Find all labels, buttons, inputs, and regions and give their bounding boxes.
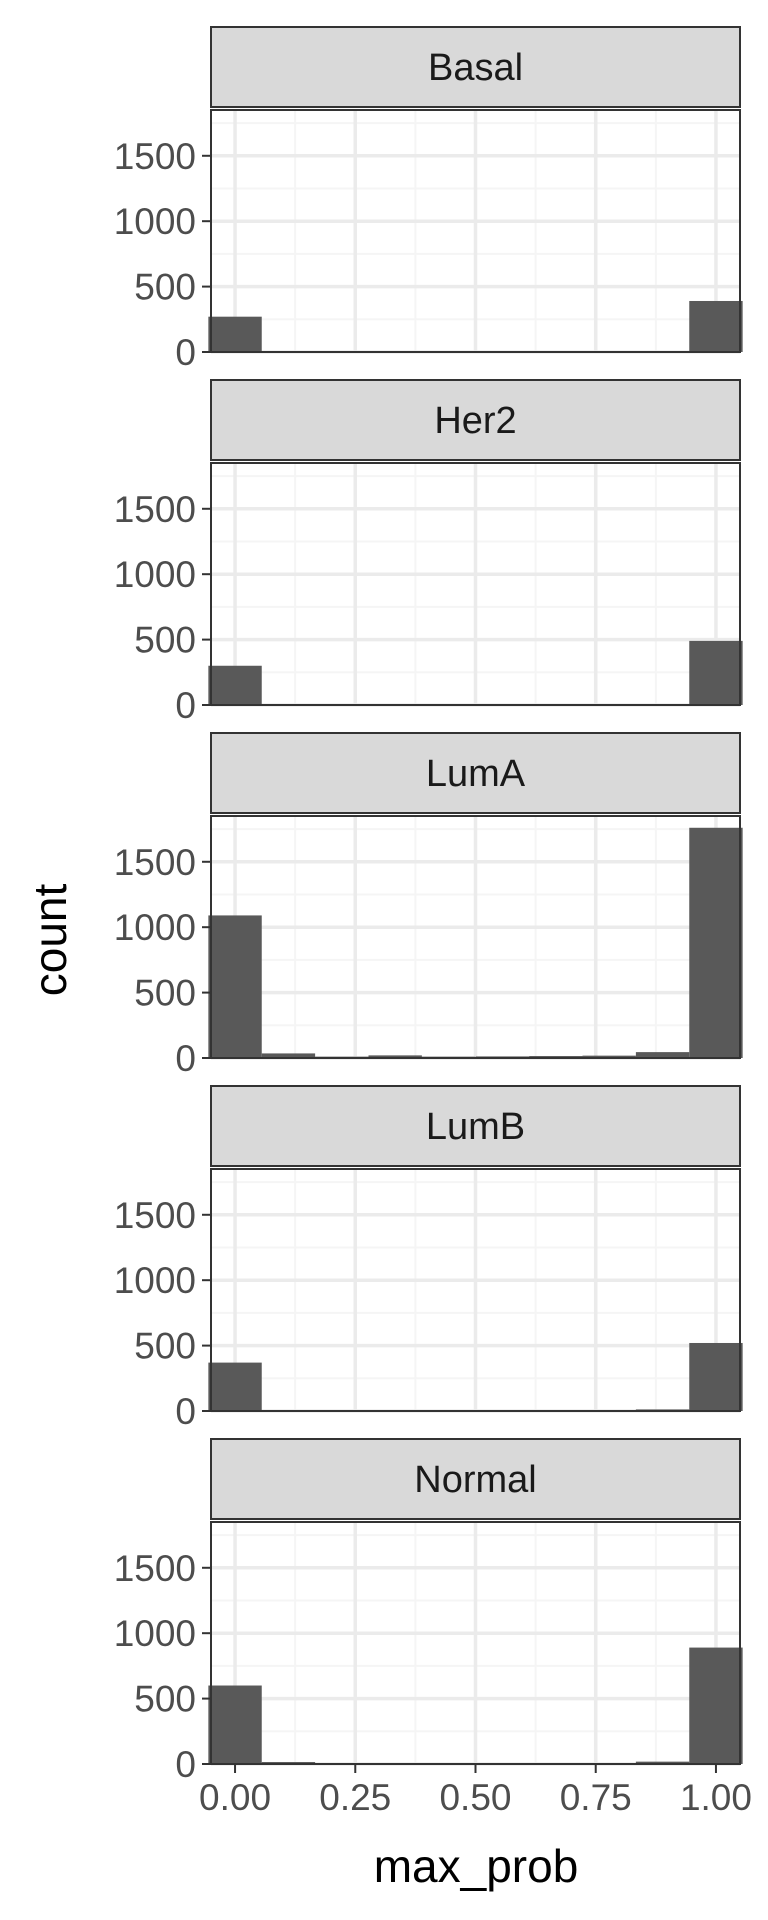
histogram-bar — [208, 1685, 262, 1764]
y-tick-label: 500 — [134, 1679, 196, 1720]
histogram-bar — [261, 1053, 316, 1058]
histogram-bar — [635, 1761, 690, 1764]
histogram-bar — [689, 300, 743, 352]
facet-strip — [210, 379, 741, 461]
panel-luma: LumA 0 500 1000 1500 — [114, 732, 743, 1079]
facet-strip-label: LumA — [426, 753, 526, 795]
y-tick-label: 500 — [134, 973, 196, 1014]
facet-strip — [210, 26, 741, 108]
panel-border — [210, 1168, 741, 1412]
y-tick-label: 0 — [175, 1038, 196, 1079]
histogram-bar — [635, 1052, 690, 1058]
y-tick-label: 1000 — [114, 1613, 196, 1654]
panel-basal: Basal 0 500 1000 1500 — [114, 26, 743, 373]
histogram-bar — [208, 665, 262, 705]
panel-lumb: LumB 0 500 1000 1500 — [114, 1085, 743, 1432]
histogram-bar — [689, 1647, 743, 1764]
x-axis-title: max_prob — [374, 1840, 579, 1892]
y-tick-label: 0 — [175, 685, 196, 726]
facet-strip — [210, 1438, 741, 1520]
histogram-bar — [368, 1055, 422, 1058]
y-tick-label: 0 — [175, 1391, 196, 1432]
panel-border — [210, 462, 741, 706]
facet-strip — [210, 732, 741, 814]
histogram-bar — [208, 1362, 262, 1411]
facet-strip-label: Basal — [428, 47, 523, 89]
histogram-bar — [689, 640, 743, 705]
y-tick-label: 500 — [134, 267, 196, 308]
x-tick-label: 0.25 — [319, 1777, 391, 1818]
x-tick-label: 0.75 — [560, 1777, 632, 1818]
facet-strip-label: Her2 — [434, 400, 516, 442]
panel-normal: Normal 0 500 1000 1500 0.00 0.25 0.50 0.75 1.00 — [114, 1438, 752, 1818]
y-tick-label: 1500 — [114, 1195, 196, 1236]
y-tick-label: 1500 — [114, 1548, 196, 1589]
y-tick-label: 1500 — [114, 136, 196, 177]
x-tick-label: 0.50 — [439, 1777, 511, 1818]
y-tick-label: 1000 — [114, 1260, 196, 1301]
histogram-bar — [208, 915, 262, 1058]
y-tick-label: 500 — [134, 1326, 196, 1367]
y-tick-label: 1500 — [114, 842, 196, 883]
facet-strip-label: LumB — [426, 1106, 525, 1148]
y-tick-label: 1000 — [114, 554, 196, 595]
facet-strip-label: Normal — [414, 1459, 536, 1501]
panel-border — [210, 109, 741, 353]
y-tick-label: 500 — [134, 620, 196, 661]
panel-her2: Her2 0 500 1000 1500 — [114, 379, 743, 726]
histogram-bar — [582, 1055, 636, 1058]
histogram-bar — [208, 316, 262, 352]
y-tick-label: 1000 — [114, 907, 196, 948]
y-tick-label: 0 — [175, 1744, 196, 1785]
facet-strip — [210, 1085, 741, 1167]
x-tick-label: 0.00 — [199, 1777, 271, 1818]
x-tick-label: 1.00 — [680, 1777, 752, 1818]
y-tick-label: 1000 — [114, 201, 196, 242]
y-axis-title: count — [24, 884, 76, 997]
y-tick-label: 0 — [175, 332, 196, 373]
histogram-bar — [689, 827, 743, 1058]
histogram-bar — [689, 1342, 743, 1411]
y-tick-label: 1500 — [114, 489, 196, 530]
panel-border — [210, 815, 741, 1059]
